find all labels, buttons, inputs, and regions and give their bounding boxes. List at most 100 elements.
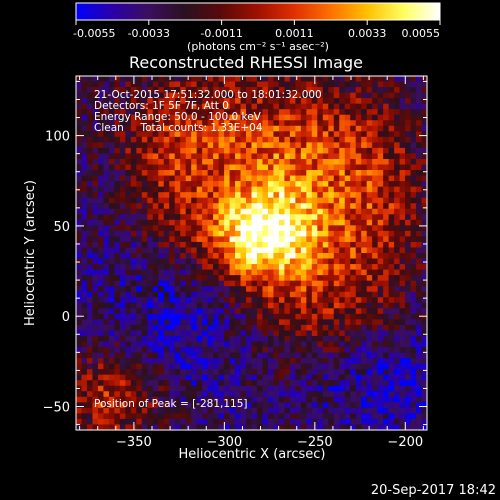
heatmap-pixel <box>191 374 198 381</box>
heatmap-pixel <box>328 358 335 365</box>
heatmap-pixel <box>251 286 258 293</box>
heatmap-pixel <box>141 153 148 160</box>
heatmap-pixel <box>289 280 296 287</box>
heatmap-pixel <box>125 341 132 348</box>
heatmap-pixel <box>240 380 247 387</box>
heatmap-pixel <box>328 324 335 332</box>
heatmap-pixel <box>92 385 99 392</box>
heatmap-pixel <box>191 76 198 83</box>
heatmap-pixel <box>311 114 318 121</box>
heatmap-pixel <box>136 313 143 320</box>
heatmap-pixel <box>377 418 384 426</box>
heatmap-pixel <box>416 297 423 304</box>
heatmap-pixel <box>191 175 198 182</box>
heatmap-pixel <box>361 264 368 271</box>
heatmap-pixel <box>405 418 412 426</box>
heatmap-pixel <box>421 413 428 420</box>
heatmap-pixel <box>163 407 170 415</box>
heatmap-pixel <box>410 208 417 215</box>
heatmap-pixel <box>218 81 225 88</box>
heatmap-pixel <box>130 125 137 132</box>
heatmap-pixel <box>278 197 285 204</box>
heatmap-pixel <box>394 352 401 359</box>
heatmap-pixel <box>306 313 313 320</box>
heatmap-pixel <box>350 125 357 132</box>
heatmap-pixel <box>278 142 285 149</box>
heatmap-pixel <box>147 391 154 398</box>
heatmap-pixel <box>289 181 296 188</box>
heatmap-pixel <box>388 352 395 359</box>
heatmap-pixel <box>97 247 105 254</box>
heatmap-pixel <box>256 286 264 293</box>
heatmap-pixel <box>218 402 225 409</box>
heatmap-pixel <box>108 164 115 171</box>
heatmap-pixel <box>300 341 307 348</box>
heatmap-pixel <box>377 114 384 121</box>
heatmap-pixel <box>399 181 406 188</box>
heatmap-pixel <box>114 319 121 326</box>
heatmap-pixel <box>81 203 88 210</box>
heatmap-pixel <box>251 208 258 215</box>
heatmap-pixel <box>284 407 291 415</box>
heatmap-pixel <box>235 413 242 420</box>
heatmap-pixel <box>169 192 176 199</box>
heatmap-pixel <box>366 258 373 265</box>
heatmap-pixel <box>306 225 313 232</box>
heatmap-pixel <box>125 214 132 221</box>
heatmap-pixel <box>344 352 351 359</box>
heatmap-pixel <box>405 258 412 265</box>
heatmap-pixel <box>300 81 307 88</box>
heatmap-pixel <box>141 186 148 193</box>
heatmap-pixel <box>328 302 335 309</box>
heatmap-pixel <box>399 131 406 138</box>
heatmap-pixel <box>267 374 275 381</box>
heatmap-pixel <box>169 308 176 315</box>
heatmap-pixel <box>246 109 253 116</box>
heatmap-pixel <box>278 76 285 83</box>
heatmap-pixel <box>405 131 412 138</box>
heatmap-pixel <box>229 120 236 127</box>
heatmap-pixel <box>317 407 324 415</box>
heatmap-pixel <box>289 81 296 88</box>
heatmap-pixel <box>136 391 143 398</box>
heatmap-pixel <box>235 136 242 143</box>
heatmap-pixel <box>421 247 428 254</box>
heatmap-pixel <box>185 347 192 354</box>
heatmap-pixel <box>361 418 368 426</box>
x-tick-label: −250 <box>297 435 333 450</box>
heatmap-pixel <box>207 302 214 309</box>
heatmap-pixel <box>76 264 83 271</box>
heatmap-pixel <box>317 92 324 99</box>
heatmap-pixel <box>169 413 176 420</box>
heatmap-pixel <box>114 424 121 431</box>
heatmap-pixel <box>158 92 165 99</box>
heatmap-pixel <box>339 153 346 160</box>
heatmap-pixel <box>229 424 236 431</box>
heatmap-pixel <box>191 153 198 160</box>
heatmap-pixel <box>213 324 220 332</box>
heatmap-pixel <box>262 313 269 320</box>
heatmap-pixel <box>224 330 231 337</box>
heatmap-pixel <box>174 335 181 343</box>
heatmap-pixel <box>350 175 357 182</box>
heatmap-pixel <box>306 103 313 110</box>
heatmap-pixel <box>295 98 302 105</box>
heatmap-pixel <box>103 76 110 83</box>
heatmap-pixel <box>235 236 242 243</box>
heatmap-pixel <box>169 153 176 160</box>
heatmap-pixel <box>76 153 83 160</box>
heatmap-pixel <box>344 81 351 88</box>
heatmap-pixel <box>377 358 384 365</box>
heatmap-pixel <box>229 147 236 155</box>
heatmap-pixel <box>235 98 242 105</box>
heatmap-pixel <box>284 92 291 99</box>
heatmap-pixel <box>158 347 165 354</box>
heatmap-pixel <box>207 297 214 304</box>
heatmap-pixel <box>350 147 357 155</box>
heatmap-pixel <box>262 374 269 381</box>
heatmap-pixel <box>185 236 192 243</box>
heatmap-pixel <box>163 153 170 160</box>
heatmap-pixel <box>213 335 220 343</box>
heatmap-pixel <box>410 275 417 282</box>
heatmap-pixel <box>273 186 280 193</box>
